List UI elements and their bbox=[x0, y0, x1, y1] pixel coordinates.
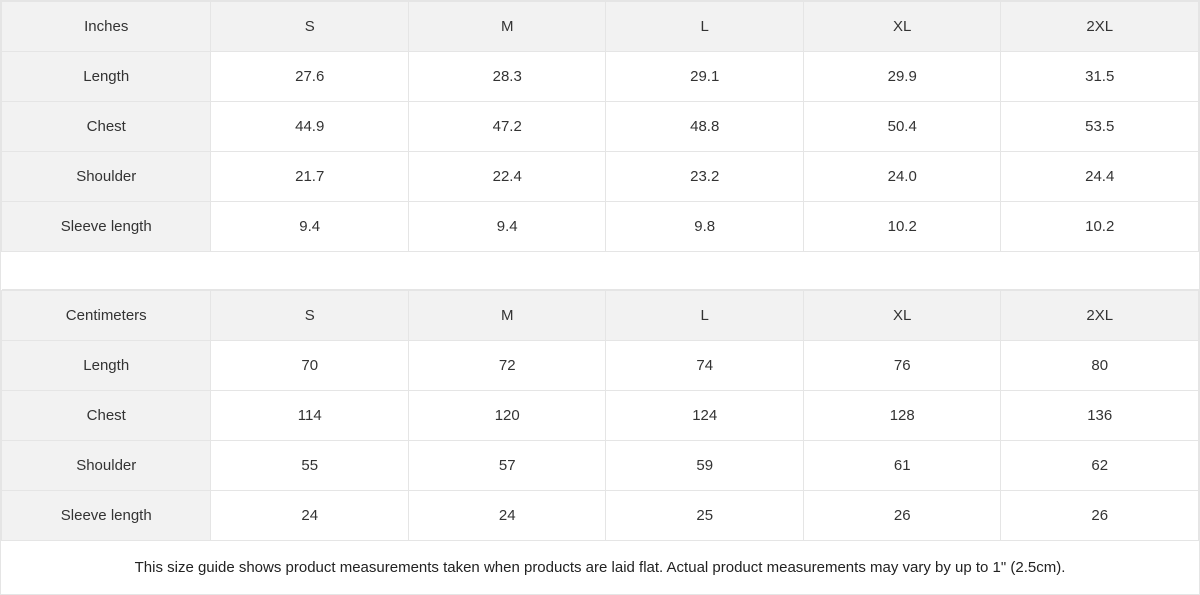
row-label: Length bbox=[2, 52, 211, 102]
size-table-centimeters: Centimeters S M L XL 2XL Length 70 72 74… bbox=[1, 290, 1199, 541]
cell: 55 bbox=[211, 441, 409, 491]
cell: 21.7 bbox=[211, 152, 409, 202]
cell: 26 bbox=[1001, 491, 1199, 541]
cell: 28.3 bbox=[408, 52, 606, 102]
cell: 22.4 bbox=[408, 152, 606, 202]
cell: 61 bbox=[803, 441, 1001, 491]
cell: 10.2 bbox=[1001, 202, 1199, 252]
cell: 31.5 bbox=[1001, 52, 1199, 102]
cell: 124 bbox=[606, 391, 804, 441]
size-header: 2XL bbox=[1001, 291, 1199, 341]
cell: 24 bbox=[408, 491, 606, 541]
cell: 80 bbox=[1001, 341, 1199, 391]
size-header: XL bbox=[803, 291, 1001, 341]
size-header: S bbox=[211, 291, 409, 341]
cell: 120 bbox=[408, 391, 606, 441]
size-header: S bbox=[211, 2, 409, 52]
size-header: XL bbox=[803, 2, 1001, 52]
size-header: L bbox=[606, 291, 804, 341]
cell: 128 bbox=[803, 391, 1001, 441]
cell: 23.2 bbox=[606, 152, 804, 202]
table-row: Sleeve length 9.4 9.4 9.8 10.2 10.2 bbox=[2, 202, 1199, 252]
table-row: Chest 44.9 47.2 48.8 50.4 53.5 bbox=[2, 102, 1199, 152]
cell: 9.4 bbox=[211, 202, 409, 252]
cell: 10.2 bbox=[803, 202, 1001, 252]
row-label: Chest bbox=[2, 102, 211, 152]
size-header: M bbox=[408, 291, 606, 341]
size-guide-container: Inches S M L XL 2XL Length 27.6 28.3 29.… bbox=[0, 0, 1200, 595]
cell: 74 bbox=[606, 341, 804, 391]
cell: 24 bbox=[211, 491, 409, 541]
table-row: Length 70 72 74 76 80 bbox=[2, 341, 1199, 391]
cell: 9.8 bbox=[606, 202, 804, 252]
cell: 53.5 bbox=[1001, 102, 1199, 152]
cell: 57 bbox=[408, 441, 606, 491]
cell: 72 bbox=[408, 341, 606, 391]
unit-header-inches: Inches bbox=[2, 2, 211, 52]
row-label: Length bbox=[2, 341, 211, 391]
header-row-inches: Inches S M L XL 2XL bbox=[2, 2, 1199, 52]
row-label: Shoulder bbox=[2, 441, 211, 491]
spacer-cell bbox=[2, 252, 1199, 290]
row-label: Chest bbox=[2, 391, 211, 441]
row-label: Sleeve length bbox=[2, 491, 211, 541]
size-header: M bbox=[408, 2, 606, 52]
cell: 24.0 bbox=[803, 152, 1001, 202]
cell: 48.8 bbox=[606, 102, 804, 152]
table-row: Sleeve length 24 24 25 26 26 bbox=[2, 491, 1199, 541]
size-header: L bbox=[606, 2, 804, 52]
unit-header-centimeters: Centimeters bbox=[2, 291, 211, 341]
cell: 44.9 bbox=[211, 102, 409, 152]
cell: 9.4 bbox=[408, 202, 606, 252]
size-header: 2XL bbox=[1001, 2, 1199, 52]
cell: 24.4 bbox=[1001, 152, 1199, 202]
cell: 25 bbox=[606, 491, 804, 541]
cell: 29.1 bbox=[606, 52, 804, 102]
table-row: Shoulder 21.7 22.4 23.2 24.0 24.4 bbox=[2, 152, 1199, 202]
cell: 114 bbox=[211, 391, 409, 441]
header-row-centimeters: Centimeters S M L XL 2XL bbox=[2, 291, 1199, 341]
table-row: Chest 114 120 124 128 136 bbox=[2, 391, 1199, 441]
cell: 59 bbox=[606, 441, 804, 491]
cell: 70 bbox=[211, 341, 409, 391]
cell: 50.4 bbox=[803, 102, 1001, 152]
cell: 76 bbox=[803, 341, 1001, 391]
cell: 136 bbox=[1001, 391, 1199, 441]
row-label: Sleeve length bbox=[2, 202, 211, 252]
table-row: Length 27.6 28.3 29.1 29.9 31.5 bbox=[2, 52, 1199, 102]
cell: 62 bbox=[1001, 441, 1199, 491]
spacer-row bbox=[2, 252, 1199, 290]
row-label: Shoulder bbox=[2, 152, 211, 202]
cell: 26 bbox=[803, 491, 1001, 541]
footnote-text: This size guide shows product measuremen… bbox=[1, 541, 1199, 594]
table-row: Shoulder 55 57 59 61 62 bbox=[2, 441, 1199, 491]
cell: 47.2 bbox=[408, 102, 606, 152]
size-table-inches: Inches S M L XL 2XL Length 27.6 28.3 29.… bbox=[1, 1, 1199, 290]
cell: 27.6 bbox=[211, 52, 409, 102]
cell: 29.9 bbox=[803, 52, 1001, 102]
